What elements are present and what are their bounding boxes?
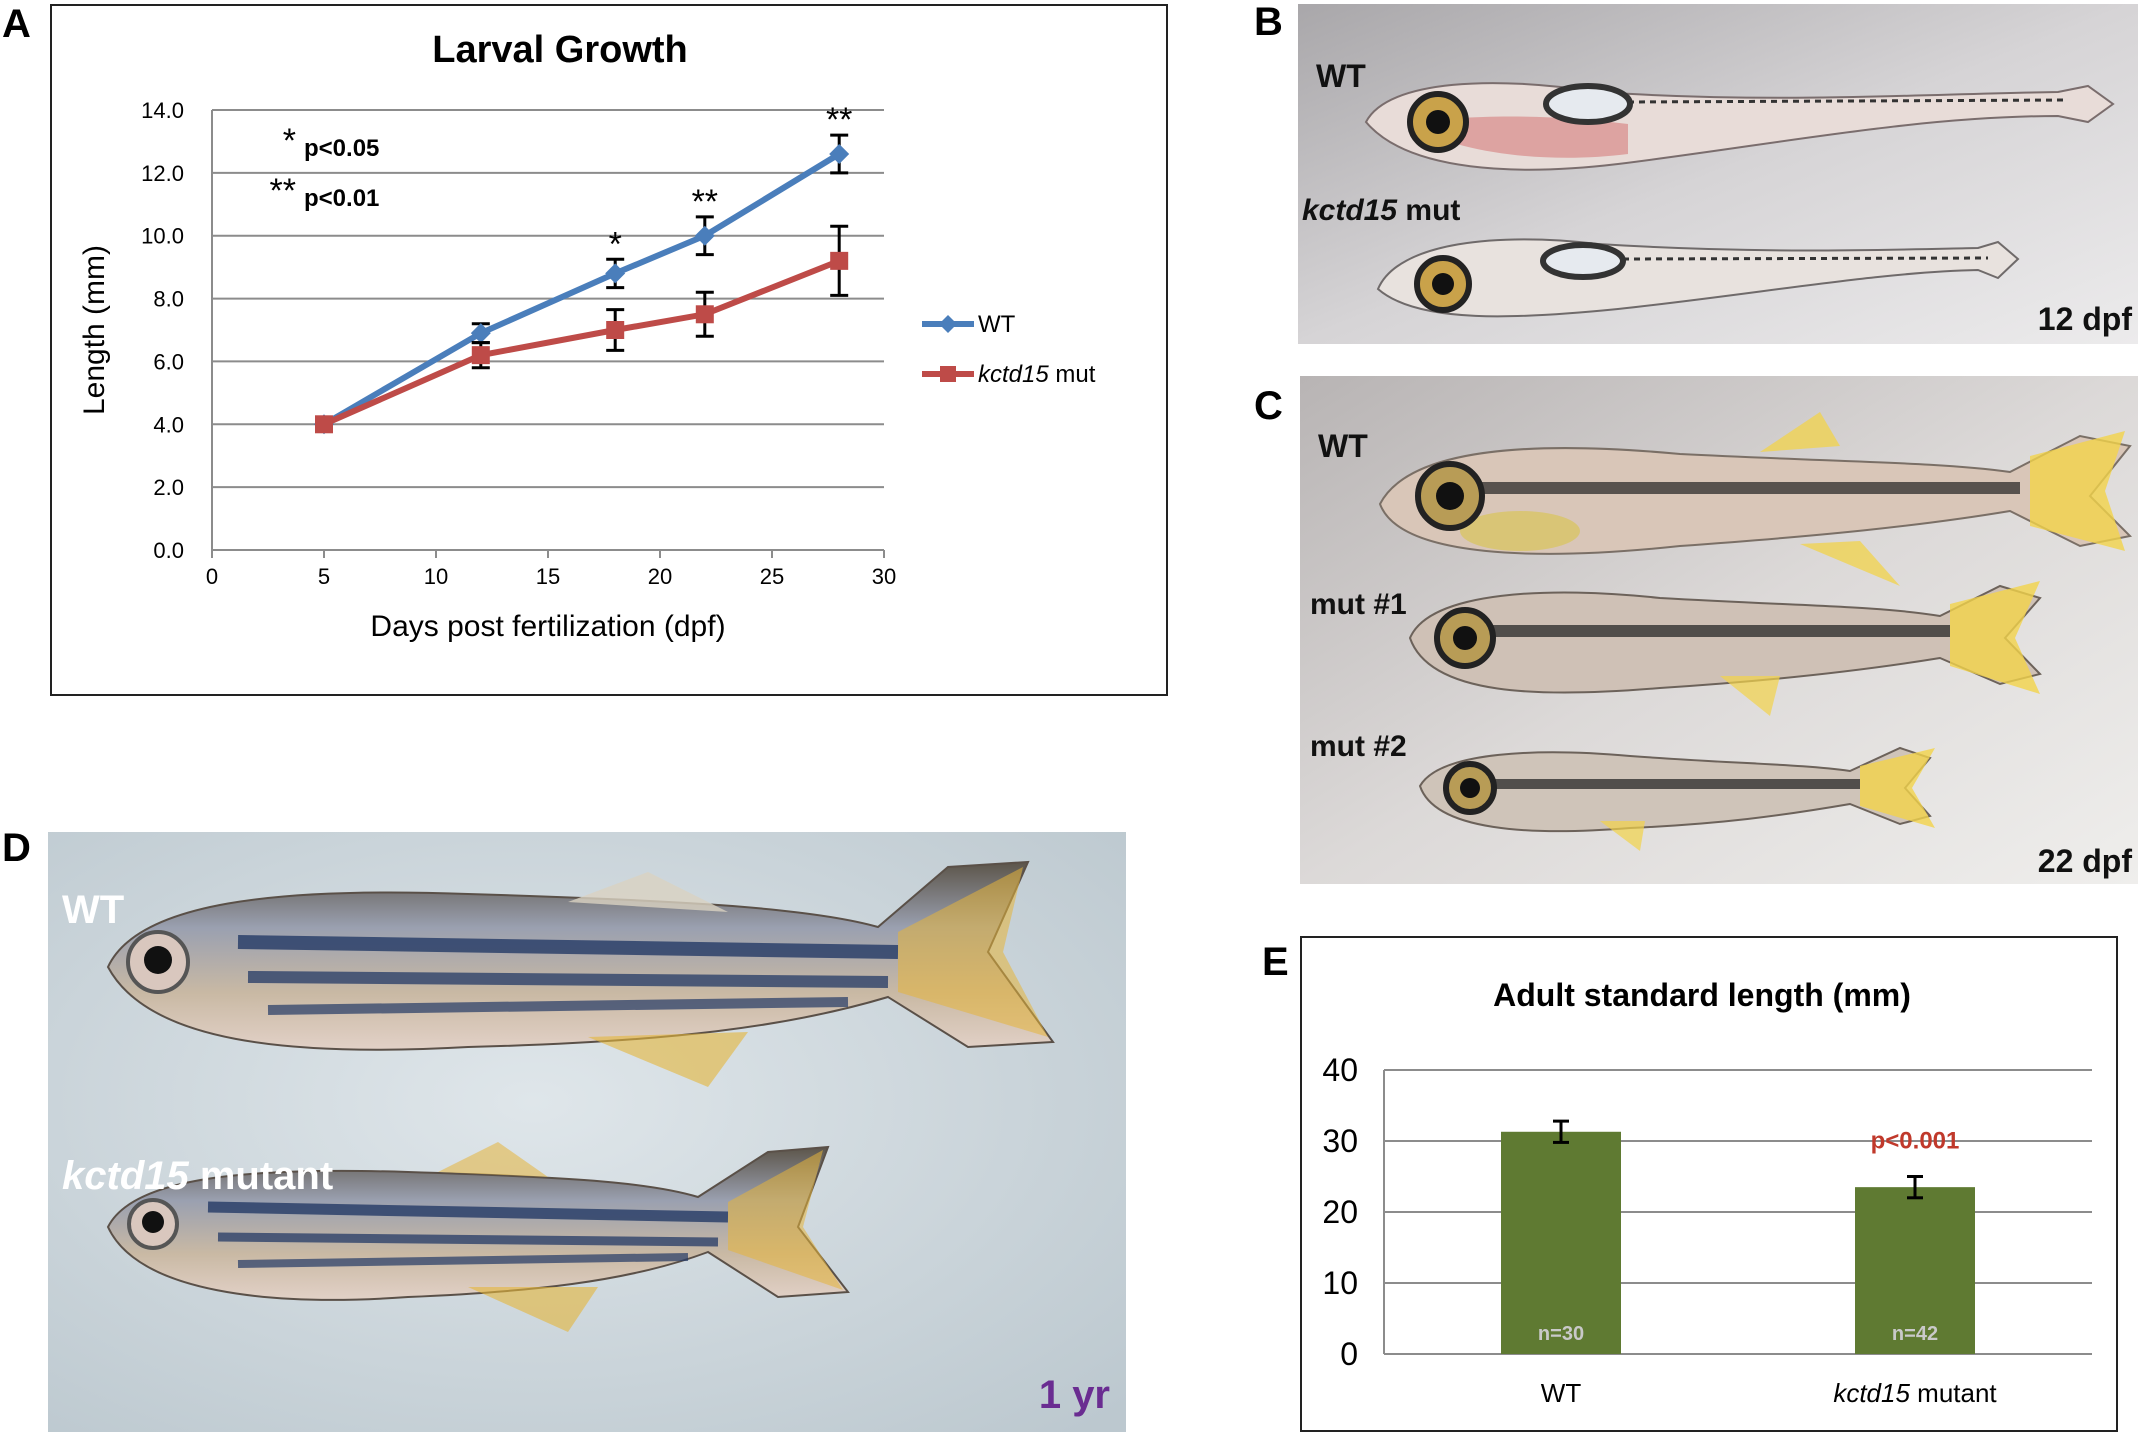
y-tick-label: 40: [1322, 1052, 1358, 1088]
wt-juvenile: [1378, 412, 2133, 586]
wt-adult-fish: [106, 860, 1055, 1087]
label-mut-2: mut #2: [1310, 730, 1407, 763]
label-kctd15-mut: kctd15 mut: [1302, 194, 1460, 228]
panel-letter-d: D: [2, 826, 31, 870]
x-axis-label: Days post fertilization (dpf): [370, 610, 725, 643]
data-point-diamond: [470, 323, 491, 344]
gene-name: kctd15: [1302, 194, 1398, 227]
y-tick-label: 10.0: [141, 224, 184, 249]
stage-label: 12 dpf: [2037, 301, 2132, 337]
chart-title: Larval Growth: [432, 29, 688, 71]
stage-label: 22 dpf: [2037, 843, 2132, 879]
data-point-diamond: [829, 144, 850, 164]
chart-title: Adult standard length (mm): [1493, 977, 1911, 1013]
x-tick-label: 25: [760, 564, 784, 589]
gene-name: kctd15: [62, 1154, 189, 1198]
legend-label: WT: [978, 311, 1016, 338]
panel-a-frame: Larval Growth 0.0 2.0 4.0 6.0 8.0 10.0 12.0 14.0…: [50, 4, 1168, 696]
x-tick-label: 20: [648, 564, 672, 589]
label-wt: WT: [62, 888, 125, 932]
y-tick-label: 0.0: [153, 538, 184, 563]
panel-letter-a: A: [2, 2, 31, 46]
photo-c-22dpf: WT mut #1 mut #2 22 dpf: [1300, 376, 2138, 884]
n-label: n=30: [1538, 1323, 1584, 1345]
mutant-adult-fish: [106, 1142, 850, 1332]
label-wt: WT: [1316, 58, 1366, 94]
panel-letter-e: E: [1262, 940, 1289, 984]
x-tick-label: 10: [424, 564, 448, 589]
juveniles-22dpf-image: [1300, 376, 2138, 884]
y-axis-label: Length (mm): [78, 245, 111, 415]
legend-marker: [940, 366, 956, 382]
y-tick-label: 10: [1322, 1265, 1358, 1301]
label-wt: WT: [1318, 428, 1368, 464]
data-point-diamond: [694, 225, 715, 246]
photo-d-adult: WT kctd15 mutant 1 yr: [48, 832, 1126, 1432]
y-tick-label: 2.0: [153, 475, 184, 500]
y-tick-label: 6.0: [153, 349, 184, 374]
significance-stars: *: [609, 225, 622, 263]
key-stars: **: [270, 172, 296, 210]
bar: [1855, 1187, 1975, 1354]
panel-e-frame: Adult standard length (mm) 0 10 20 30 40 n=30 W…: [1300, 936, 2118, 1432]
y-tick-label: 12.0: [141, 161, 184, 186]
data-point-square: [606, 321, 625, 339]
n-label: n=42: [1892, 1323, 1938, 1345]
significance-stars: **: [826, 101, 852, 139]
y-tick-label: 8.0: [153, 287, 184, 312]
label-mut-1: mut #1: [1310, 588, 1407, 621]
label-kctd15-mutant: kctd15 mutant: [62, 1154, 333, 1199]
key-text: p<0.05: [304, 135, 379, 162]
x-tick-label: 15: [536, 564, 560, 589]
data-point-square: [830, 251, 849, 270]
significance-stars: **: [692, 183, 718, 221]
y-tick-label: 4.0: [153, 412, 184, 437]
key-text: p<0.01: [304, 185, 379, 212]
stage-label: 1 yr: [1038, 1373, 1110, 1417]
mutant-2-juvenile: [1418, 746, 1935, 851]
key-stars: *: [283, 122, 296, 160]
mutant-1-juvenile: [1408, 581, 2042, 716]
label-suffix: mutant: [188, 1154, 334, 1198]
panel-letter-b: B: [1254, 0, 1283, 44]
panel-letter-c: C: [1254, 384, 1283, 428]
y-tick-label: 14.0: [141, 98, 184, 123]
p-value-annotation: p<0.001: [1871, 1128, 1960, 1155]
x-tick-label: 0: [206, 564, 218, 589]
larvae-12dpf-image: [1298, 4, 2138, 344]
wt-larva-12dpf: [1364, 82, 2115, 171]
data-point-square: [695, 305, 714, 324]
y-tick-label: 0: [1340, 1336, 1358, 1372]
x-tick-label: kctd15 mutant: [1833, 1378, 1997, 1408]
legend-label: kctd15 mut: [978, 361, 1096, 388]
larval-growth-chart: Larval Growth 0.0 2.0 4.0 6.0 8.0 10.0 12.0 14.0…: [78, 29, 1096, 643]
adult-length-chart: Adult standard length (mm) 0 10 20 30 40 n=30 W…: [1322, 977, 2092, 1408]
legend-marker: [939, 315, 957, 333]
data-point-square: [471, 346, 490, 365]
x-tick-label: 30: [872, 564, 896, 589]
label-suffix: mut: [1397, 194, 1461, 227]
bar: [1501, 1131, 1621, 1354]
mutant-larva-12dpf: [1376, 238, 2020, 318]
x-tick-label: WT: [1541, 1378, 1582, 1408]
x-tick-label: 5: [318, 564, 330, 589]
y-tick-label: 30: [1322, 1123, 1358, 1159]
photo-b-12dpf: WT kctd15 mut 12 dpf: [1298, 4, 2138, 344]
data-point-square: [315, 415, 333, 434]
data-point-diamond: [605, 263, 626, 284]
adult-fish-image: [48, 832, 1126, 1432]
y-tick-label: 20: [1322, 1194, 1358, 1230]
